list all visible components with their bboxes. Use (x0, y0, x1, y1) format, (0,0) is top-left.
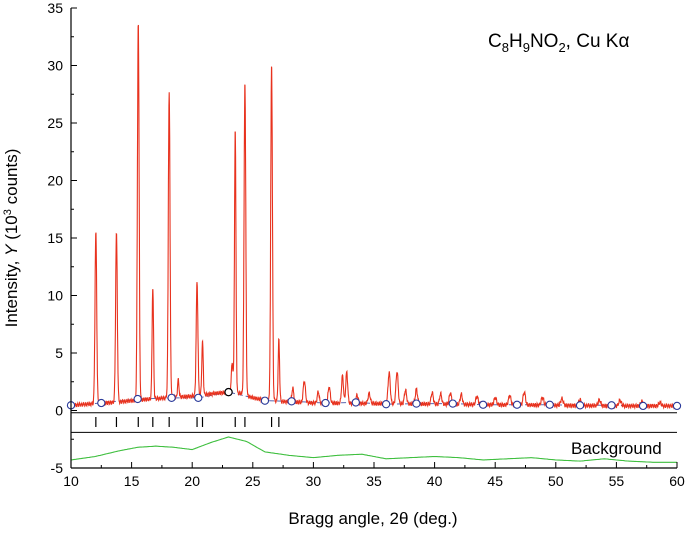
background-point (381, 400, 391, 409)
x-tick-label: 50 (548, 473, 564, 489)
axes: 10 15 20 25 30 35 40 45 50 55 60 -5 0 5 10 15 20 25 30 35 (47, 0, 685, 489)
y-tick-label: 20 (47, 173, 63, 189)
background-point (575, 401, 585, 410)
background-point (97, 398, 106, 408)
x-tick-label: 35 (366, 473, 382, 489)
background-curve (70, 436, 677, 463)
x-tick-label: 40 (427, 473, 443, 489)
x-tick-label: 25 (245, 473, 261, 489)
background-point (638, 401, 648, 411)
y-tick-label: 25 (47, 115, 63, 131)
background-point (260, 396, 270, 405)
background-point (133, 394, 142, 404)
y-tick-label: 15 (47, 230, 63, 246)
background-point (512, 400, 522, 409)
x-tick-label: 55 (609, 473, 625, 489)
x-axis-title: Bragg angle, 2θ (deg.) (288, 509, 457, 528)
y-axis-title: Intensity, Y (103 counts) (2, 149, 21, 328)
y-tick-label: 10 (47, 288, 63, 304)
background-point (607, 401, 616, 410)
background-point (287, 397, 296, 406)
y-tick-label: 30 (47, 58, 63, 74)
background-point (545, 400, 554, 409)
background-point (194, 393, 203, 402)
x-tick-label: 60 (669, 473, 685, 489)
y-tick-label: 5 (55, 345, 63, 361)
background-point (448, 399, 457, 408)
background-point (351, 398, 360, 407)
x-tick-label: 45 (487, 473, 503, 489)
background-label: Background (571, 439, 662, 458)
y-tick-label: 0 (55, 403, 63, 419)
chart-title: C8H9NO2, Cu Kα (488, 31, 629, 55)
x-tick-label: 15 (124, 473, 140, 489)
x-tick-label: 20 (184, 473, 200, 489)
background-point (321, 398, 330, 408)
plot-area (66, 24, 682, 463)
background-point (167, 393, 176, 402)
background-point (672, 401, 682, 411)
background-point (478, 400, 488, 409)
x-tick-label: 30 (306, 473, 322, 489)
y-tick-label: -5 (51, 460, 64, 476)
background-point-selected (224, 387, 233, 397)
background-point (412, 399, 421, 408)
x-tick-label: 10 (63, 473, 79, 489)
y-tick-label: 35 (47, 0, 63, 16)
